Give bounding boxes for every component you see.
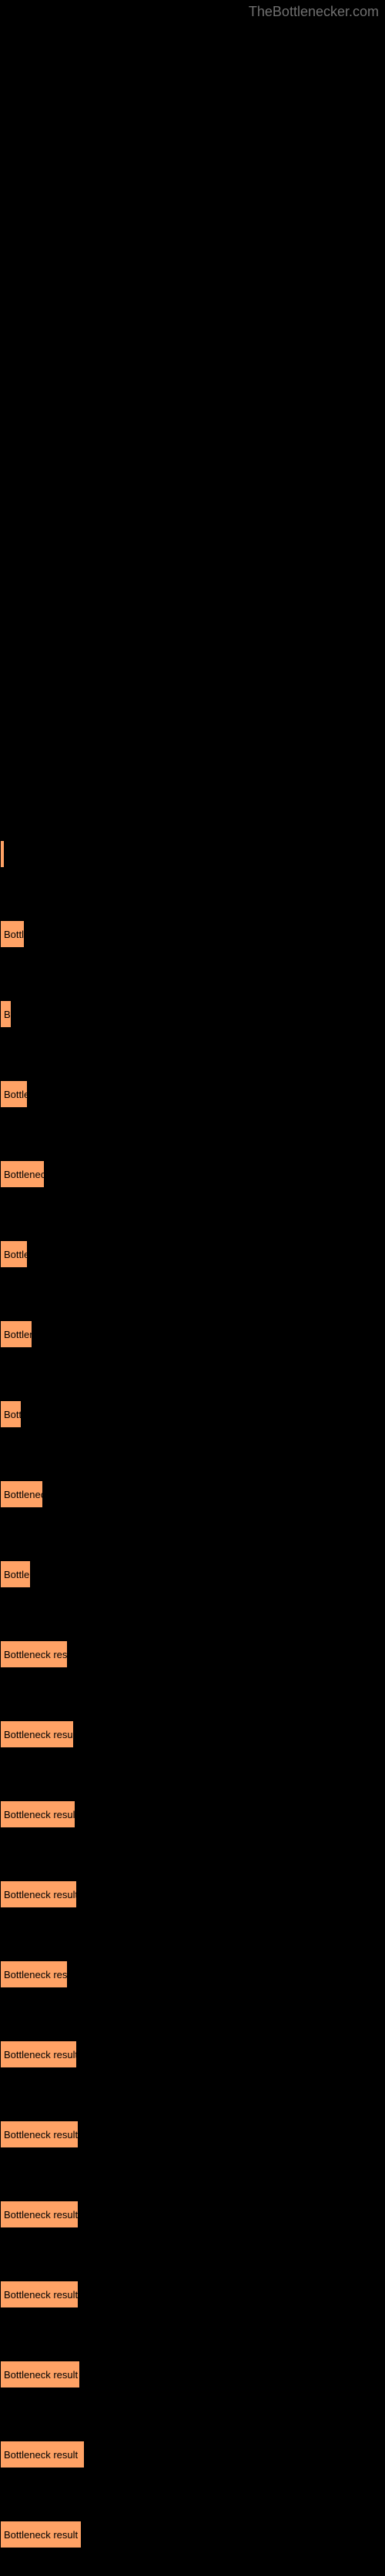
bar: Bottleneck result [0,2441,85,2468]
bar-row: Bottl [0,1376,385,1454]
bar-chart: Bottle B Bottlen Bottleneck Bottlen Bottlene B… [0,816,385,2576]
bar: Bottleneck res [0,1640,68,1668]
bar: Bottleneck result [0,1880,77,1908]
bar: Bottlen [0,1080,28,1108]
bar-row: Bottlene [0,1536,385,1614]
bar-row: Bottlen [0,1056,385,1134]
bar: Bottleneck resu [0,1720,74,1748]
bar: Bottleneck result [0,2521,82,2548]
bar-row: Bottlene [0,1296,385,1374]
bar: B [0,1000,12,1028]
bar-row: Bottleneck res [0,1936,385,2014]
bar-row: Bottleneck resu [0,1696,385,1774]
bar: Bottleneck [0,1160,45,1188]
bar: Bottle [0,920,25,948]
bar-row: Bottleneck result [0,2176,385,2254]
bar-row: Bottleneck result [0,2336,385,2414]
bar-row [0,816,385,894]
bar-row: Bottleneck [0,1456,385,1534]
bar-row: Bottleneck [0,1136,385,1214]
bar: Bottleneck res [0,1960,68,1988]
watermark-text: TheBottlenecker.com [249,4,379,20]
bar-row: Bottleneck result [0,2496,385,2574]
bar: Bottleneck result [0,2121,79,2148]
bar: Bottleneck result [0,2201,79,2228]
bar: Bottlene [0,1320,32,1348]
bar: Bottleneck result [0,2281,79,2308]
bar: Bottleneck result [0,2040,77,2068]
bar: Bottl [0,1400,22,1428]
bar-row: Bottleneck result [0,2016,385,2094]
bar-row: Bottleneck res [0,1616,385,1694]
bar: Bottleneck [0,1480,43,1508]
bar-row: Bottlen [0,1216,385,1294]
bar-row: Bottleneck result [0,1856,385,1934]
bar-row: Bottleneck result [0,2416,385,2494]
bar: Bottleneck result [0,1800,75,1828]
bar [0,840,5,868]
bar-row: Bottle [0,896,385,974]
bar-row: Bottleneck result [0,1776,385,1854]
bar-row: Bottleneck result [0,2256,385,2334]
bar: Bottlene [0,1560,31,1588]
bar-row: B [0,976,385,1054]
bar: Bottleneck result [0,2361,80,2388]
bar: Bottlen [0,1240,28,1268]
bar-row: Bottleneck result [0,2096,385,2174]
